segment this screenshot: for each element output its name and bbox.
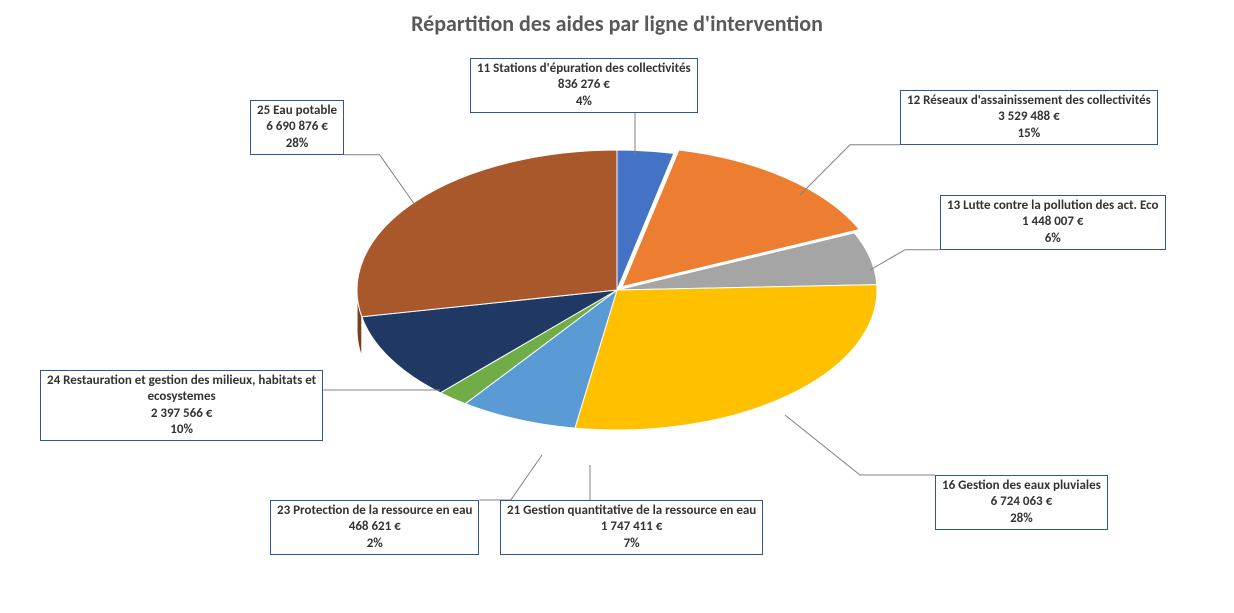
data-label: 23 Protection de la ressource en eau468 … bbox=[270, 500, 479, 555]
data-label-title: 11 Stations d'épuration des collectivité… bbox=[477, 61, 691, 77]
data-label-title: 12 Réseaux d'assainissement des collecti… bbox=[907, 93, 1151, 109]
data-label-percent: 10% bbox=[47, 422, 316, 438]
data-label-title: 13 Lutte contre la pollution des act. Ec… bbox=[947, 198, 1159, 214]
data-label-amount: 836 276 € bbox=[477, 77, 691, 93]
data-label: 11 Stations d'épuration des collectivité… bbox=[470, 58, 698, 113]
data-label-percent: 4% bbox=[477, 94, 691, 110]
data-label-percent: 15% bbox=[907, 126, 1151, 142]
data-label-amount: 468 621 € bbox=[277, 519, 472, 535]
data-label: 21 Gestion quantitative de la ressource … bbox=[500, 500, 763, 555]
pie-slice bbox=[575, 285, 877, 430]
data-label: 24 Restauration et gestion des milieux, … bbox=[40, 370, 323, 441]
data-label-percent: 28% bbox=[257, 136, 337, 152]
pie-slice bbox=[357, 150, 617, 317]
data-label-amount: 3 529 488 € bbox=[907, 109, 1151, 125]
data-label-title: 24 Restauration et gestion des milieux, … bbox=[47, 373, 316, 406]
data-label-percent: 2% bbox=[277, 536, 472, 552]
data-label-amount: 1 448 007 € bbox=[947, 214, 1159, 230]
data-label-amount: 6 724 063 € bbox=[942, 494, 1101, 510]
data-label: 16 Gestion des eaux pluviales6 724 063 €… bbox=[935, 475, 1108, 530]
data-label: 12 Réseaux d'assainissement des collecti… bbox=[900, 90, 1158, 145]
data-label-percent: 28% bbox=[942, 511, 1101, 527]
data-label-title: 25 Eau potable bbox=[257, 103, 337, 119]
data-label-title: 16 Gestion des eaux pluviales bbox=[942, 478, 1101, 494]
data-label: 13 Lutte contre la pollution des act. Ec… bbox=[940, 195, 1166, 250]
data-label-percent: 6% bbox=[947, 231, 1159, 247]
data-label-amount: 2 397 566 € bbox=[47, 406, 316, 422]
data-label-title: 23 Protection de la ressource en eau bbox=[277, 503, 472, 519]
data-label-amount: 1 747 411 € bbox=[507, 519, 756, 535]
data-label-title: 21 Gestion quantitative de la ressource … bbox=[507, 503, 756, 519]
data-label-percent: 7% bbox=[507, 536, 756, 552]
data-label: 25 Eau potable6 690 876 €28% bbox=[250, 100, 344, 155]
data-label-amount: 6 690 876 € bbox=[257, 119, 337, 135]
